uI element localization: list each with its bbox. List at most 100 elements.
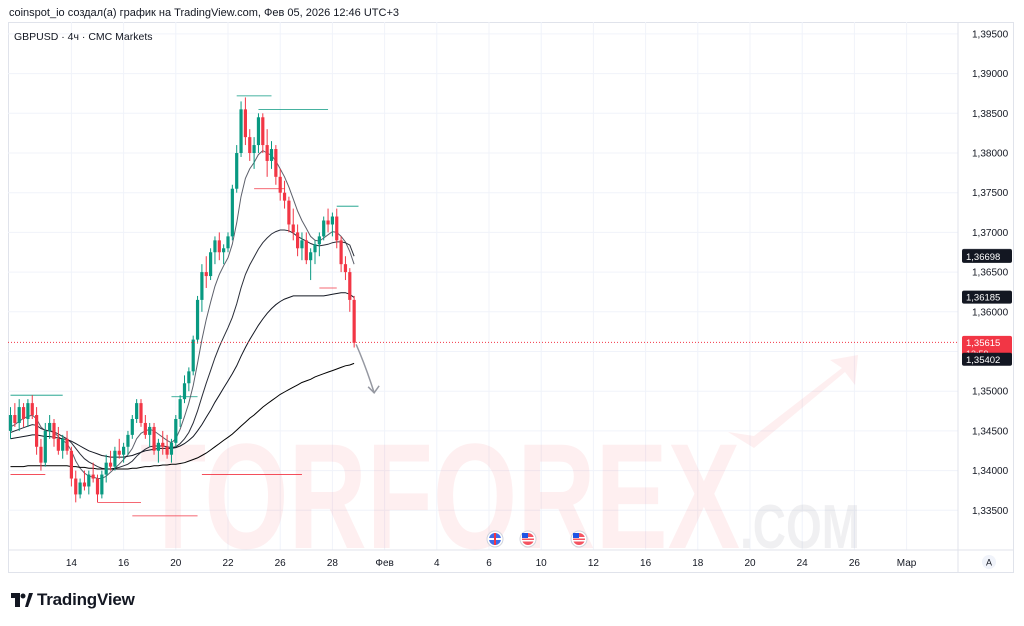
x-tick-label: 12 [588, 558, 600, 569]
candle-body [143, 422, 147, 435]
candles [8, 97, 356, 503]
candle [322, 216, 326, 241]
candle-body [26, 403, 30, 419]
candle-body [317, 236, 321, 245]
x-tick-label: 26 [849, 558, 861, 569]
candle-body [161, 442, 165, 447]
x-tick-label: 20 [170, 558, 182, 569]
chart-credit-line: coinspot_io создал(а) график на TradingV… [9, 7, 400, 19]
candle-body [8, 415, 13, 431]
candle-body [156, 442, 160, 451]
candle [130, 415, 134, 439]
candle-body [48, 422, 52, 431]
candle [209, 248, 213, 281]
candle-body [322, 220, 326, 237]
candle-body [326, 220, 330, 225]
candle [35, 407, 39, 455]
candle-body [256, 117, 261, 146]
candle [204, 256, 208, 288]
candle-body [200, 272, 204, 300]
candle-body [182, 383, 187, 400]
forecast-arrow-line [355, 344, 375, 394]
candle [313, 240, 317, 265]
candle-body [65, 438, 69, 451]
candle-body [204, 272, 208, 277]
candle [269, 141, 274, 169]
candle-body [21, 407, 26, 419]
candle [287, 196, 291, 233]
price-label-text: 1,36185 [966, 293, 1000, 304]
candle-body [209, 252, 213, 277]
candle-body [296, 232, 300, 249]
candle [317, 232, 321, 257]
event-flag-icon[interactable] [486, 530, 504, 548]
candle [296, 224, 300, 257]
candle [21, 403, 26, 427]
candle-body [87, 474, 91, 487]
candle [108, 450, 113, 471]
candle [200, 264, 204, 312]
candle-body [43, 430, 47, 463]
us-flag-icon[interactable] [519, 530, 537, 548]
candle [152, 422, 156, 455]
economic-events[interactable] [486, 530, 588, 548]
candle [156, 438, 160, 463]
candle-body [82, 482, 87, 487]
candle [104, 454, 108, 483]
candle-body [30, 403, 34, 416]
y-tick-label: 1,38000 [972, 149, 1009, 160]
candle-body [126, 434, 130, 447]
candle [43, 422, 47, 467]
auto-scale-button[interactable]: A [982, 555, 996, 569]
watermark: TORFOREX .COM [140, 355, 860, 580]
candle-body [287, 200, 291, 225]
candle-body [222, 248, 226, 253]
price-label-text: 1,35615 [966, 338, 1000, 349]
x-tick-label: 16 [118, 558, 130, 569]
candle [126, 430, 130, 455]
candle-body [169, 442, 174, 455]
price-label: 1,36698 [962, 249, 1012, 263]
candle [343, 256, 348, 281]
candle [148, 422, 152, 447]
watermark-text: TORFOREX [140, 412, 740, 580]
x-tick-label: 14 [66, 558, 78, 569]
candle-body [135, 403, 139, 419]
candle-body [165, 446, 169, 455]
tradingview-logo[interactable]: TradingView [11, 590, 135, 610]
candle [243, 97, 247, 146]
candle [122, 442, 126, 463]
candle-body [309, 252, 313, 261]
candle [174, 415, 178, 447]
symbol-info[interactable]: GBPUSD · 4ч · CMC Markets [14, 31, 153, 43]
candle-body [174, 418, 178, 443]
candle [39, 438, 43, 471]
forecast-arrow[interactable] [355, 344, 380, 394]
candle-body [217, 240, 221, 253]
candle-body [278, 176, 282, 193]
price-axis[interactable]: 1,39500 1,39000 1,38500 1,38000 1,37500 1,370… [8, 22, 1014, 573]
watermark-check-mark [728, 355, 858, 448]
candle-body [261, 117, 265, 146]
candle [226, 232, 230, 253]
us-flag-icon[interactable] [570, 530, 588, 548]
candle-body [239, 109, 243, 154]
candle-body [313, 244, 317, 253]
time-axis[interactable]: 14 16 20 22 26 28 Фев 4 6 10 12 16 18 20 24 26 Мар [66, 558, 917, 569]
candle-body [300, 240, 304, 249]
candle-body [178, 399, 182, 419]
candle [339, 236, 343, 273]
chart-area[interactable] [8, 22, 1014, 573]
candle [17, 399, 21, 431]
candle-body [17, 407, 21, 423]
candle-body [274, 149, 278, 177]
candle [309, 248, 313, 281]
candle [82, 470, 87, 491]
candle-body [78, 482, 82, 495]
candle [291, 208, 295, 241]
candle-body [100, 474, 104, 495]
auto-scale-label: A [986, 558, 992, 568]
candle-body [122, 446, 126, 455]
candle [187, 367, 191, 392]
